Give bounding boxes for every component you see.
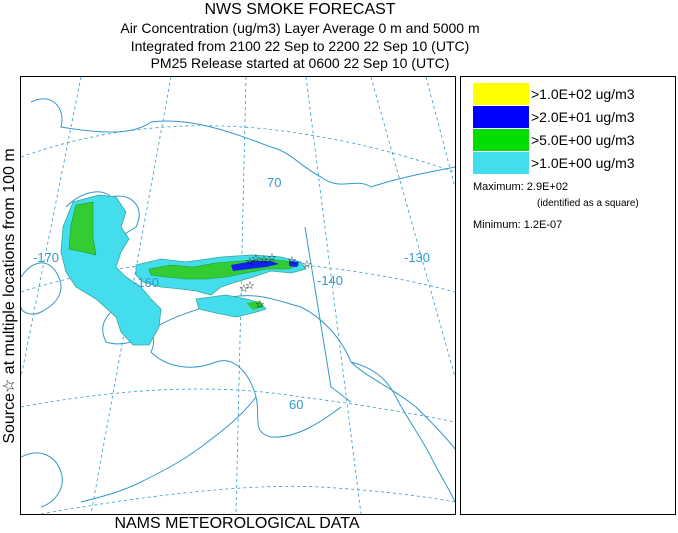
legend-item-100: >1.0E+02 ug/m3	[473, 83, 635, 105]
plume-green-small	[246, 301, 263, 310]
grid-line	[305, 77, 362, 514]
alaska-coast-south	[120, 301, 342, 438]
legend-label: >5.0E+00 ug/m3	[531, 132, 635, 148]
lon-170-label: -170	[33, 250, 59, 265]
source-star-icon: ☆	[259, 254, 269, 266]
legend-item-5: >5.0E+00 ug/m3	[473, 129, 635, 151]
maximum-value: Maximum: 2.9E+02	[473, 181, 569, 193]
grid-line	[425, 77, 455, 188]
legend-item-20: >2.0E+01 ug/m3	[473, 106, 635, 128]
maximum-note: (identified as a square)	[537, 198, 639, 209]
kamchatka-coast	[21, 452, 63, 508]
source-star-icon: ☆	[239, 283, 249, 295]
release-start: PM25 Release started at 0600 22 Sep 10 (…	[150, 55, 450, 71]
source-star-icon: ☆	[245, 280, 255, 292]
siberia-coast	[21, 262, 62, 315]
legend-label: >1.0E+02 ug/m3	[531, 86, 635, 102]
integration-period: Integrated from 2100 22 Sep to 2200 22 S…	[130, 38, 470, 54]
arctic-coast	[30, 98, 455, 188]
map-panel: ☆ ☆ ☆ ☆ ☆ ☆ ☆ ☆ ☆ 70 60 -170 -160 -140 -…	[20, 76, 456, 515]
plume-blue-east	[289, 261, 299, 267]
source-star-icon: ☆	[287, 255, 297, 267]
aleutian-arc	[80, 396, 257, 503]
alaska-canada-border	[304, 226, 352, 403]
lon-130-label: -130	[404, 250, 430, 265]
minimum-value: Minimum: 1.2E-07	[473, 219, 563, 231]
source-star-icon: ☆	[255, 299, 265, 311]
plume-blue-core	[231, 261, 279, 271]
source-star-icon: ☆	[245, 256, 255, 268]
lon-140-label: -140	[317, 273, 343, 288]
lat-60-label: 60	[289, 397, 303, 412]
source-side-label: Source☆ at multiple locations from 100 m	[1, 148, 18, 444]
lon-160-label: -160	[133, 275, 159, 290]
panhandle-coast	[350, 361, 455, 503]
source-markers: ☆ ☆ ☆ ☆ ☆ ☆ ☆ ☆ ☆	[239, 252, 312, 311]
legend-swatch	[473, 106, 529, 128]
grid-line	[40, 485, 455, 514]
smoke-plume	[60, 194, 307, 346]
legend-swatch	[473, 152, 529, 174]
grid-labels: 70 60 -170 -160 -140 -130	[33, 175, 430, 412]
grid-line	[21, 77, 82, 378]
plume-cyan-south	[195, 294, 267, 318]
source-star-icon: ☆	[251, 253, 261, 265]
forecast-title: NWS SMOKE FORECAST	[204, 1, 396, 18]
concentration-subtitle: Air Concentration (ug/m3) Layer Average …	[120, 20, 480, 36]
lat-lon-grid	[21, 77, 455, 514]
source-star-icon: ☆	[267, 252, 277, 264]
legend-panel: >1.0E+02 ug/m3 >2.0E+01 ug/m3 >5.0E+00 u…	[460, 76, 676, 515]
legend-item-1: >1.0E+00 ug/m3	[473, 152, 635, 174]
source-star-icon: ☆	[302, 259, 312, 271]
lat-70-label: 70	[267, 175, 281, 190]
plume-green-west	[68, 201, 97, 256]
legend-swatch	[473, 83, 529, 105]
grid-line	[370, 77, 455, 378]
grid-line	[21, 125, 455, 173]
met-data-footer: NAMS METEOROLOGICAL DATA	[114, 515, 360, 532]
legend-label: >2.0E+01 ug/m3	[531, 109, 635, 125]
alaska-map: ☆ ☆ ☆ ☆ ☆ ☆ ☆ ☆ ☆ 70 60 -170 -160 -140 -…	[21, 77, 455, 514]
grid-line	[21, 388, 455, 423]
legend-label: >1.0E+00 ug/m3	[531, 155, 635, 171]
legend-swatch	[473, 129, 529, 151]
